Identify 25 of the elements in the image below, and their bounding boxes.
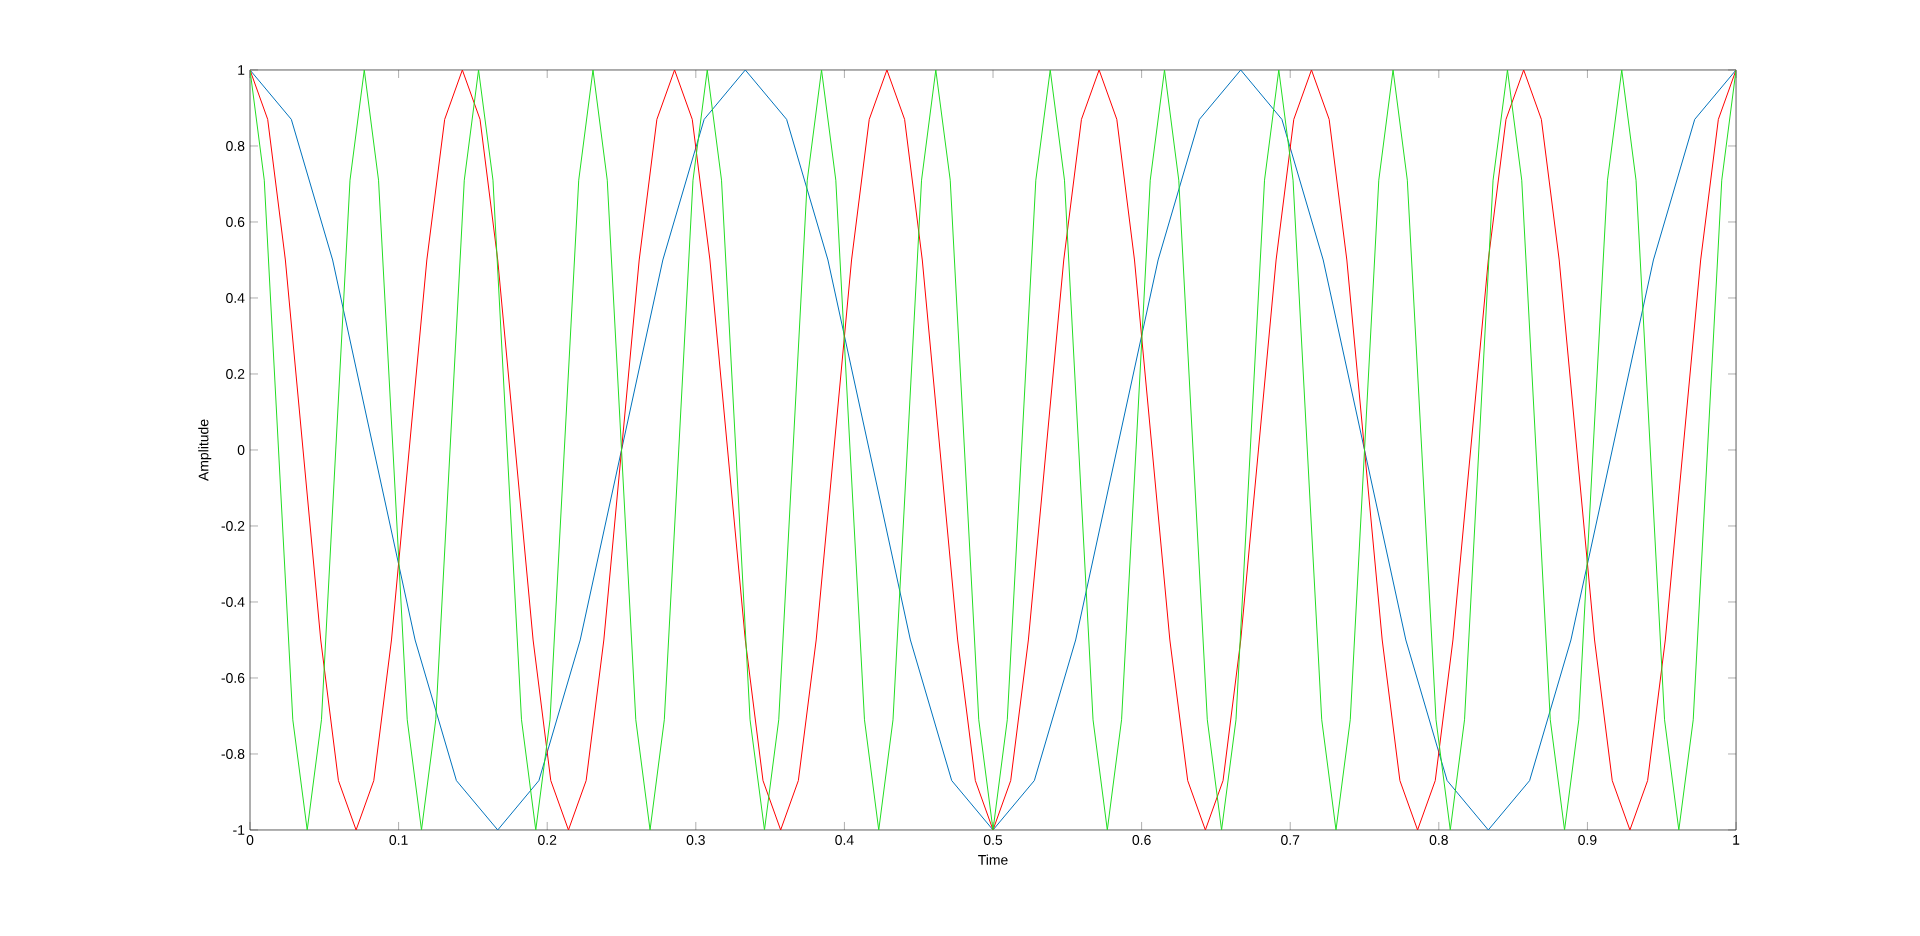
x-axis-title: Time [978,854,1008,865]
x-tick-label: 0.8 [1429,835,1448,845]
x-tick-label: 0.5 [983,835,1003,845]
y-tick-label: 0.4 [226,293,245,303]
x-tick-label: 0.7 [1281,835,1300,845]
x-tick-label: 0.6 [1132,835,1151,845]
y-tick-label: 0.8 [226,141,245,151]
x-tick-label: 1 [1733,835,1740,845]
y-axis-title: Amplitude [198,419,212,481]
y-tick-label: 0.6 [226,217,245,227]
x-tick-label: 0.9 [1578,835,1597,845]
x-tick-label: 0.4 [835,835,854,845]
y-tick-label: -1 [233,825,245,835]
y-tick-label: 0.2 [226,369,245,379]
line-series [250,69,1737,830]
x-tick-label: 0.1 [389,835,408,845]
y-tick-label: -0.6 [221,673,245,683]
y-tick-label: -0.2 [221,521,245,531]
x-tick-label: 0.3 [686,835,705,845]
x-tick-label: 0 [246,835,254,845]
x-tick-label: 0.2 [538,835,557,845]
y-tick-label: -0.4 [221,597,245,607]
y-tick-label: 1 [238,65,245,75]
y-tick-label: -0.8 [221,749,245,759]
y-tick-label: 0 [237,445,245,455]
